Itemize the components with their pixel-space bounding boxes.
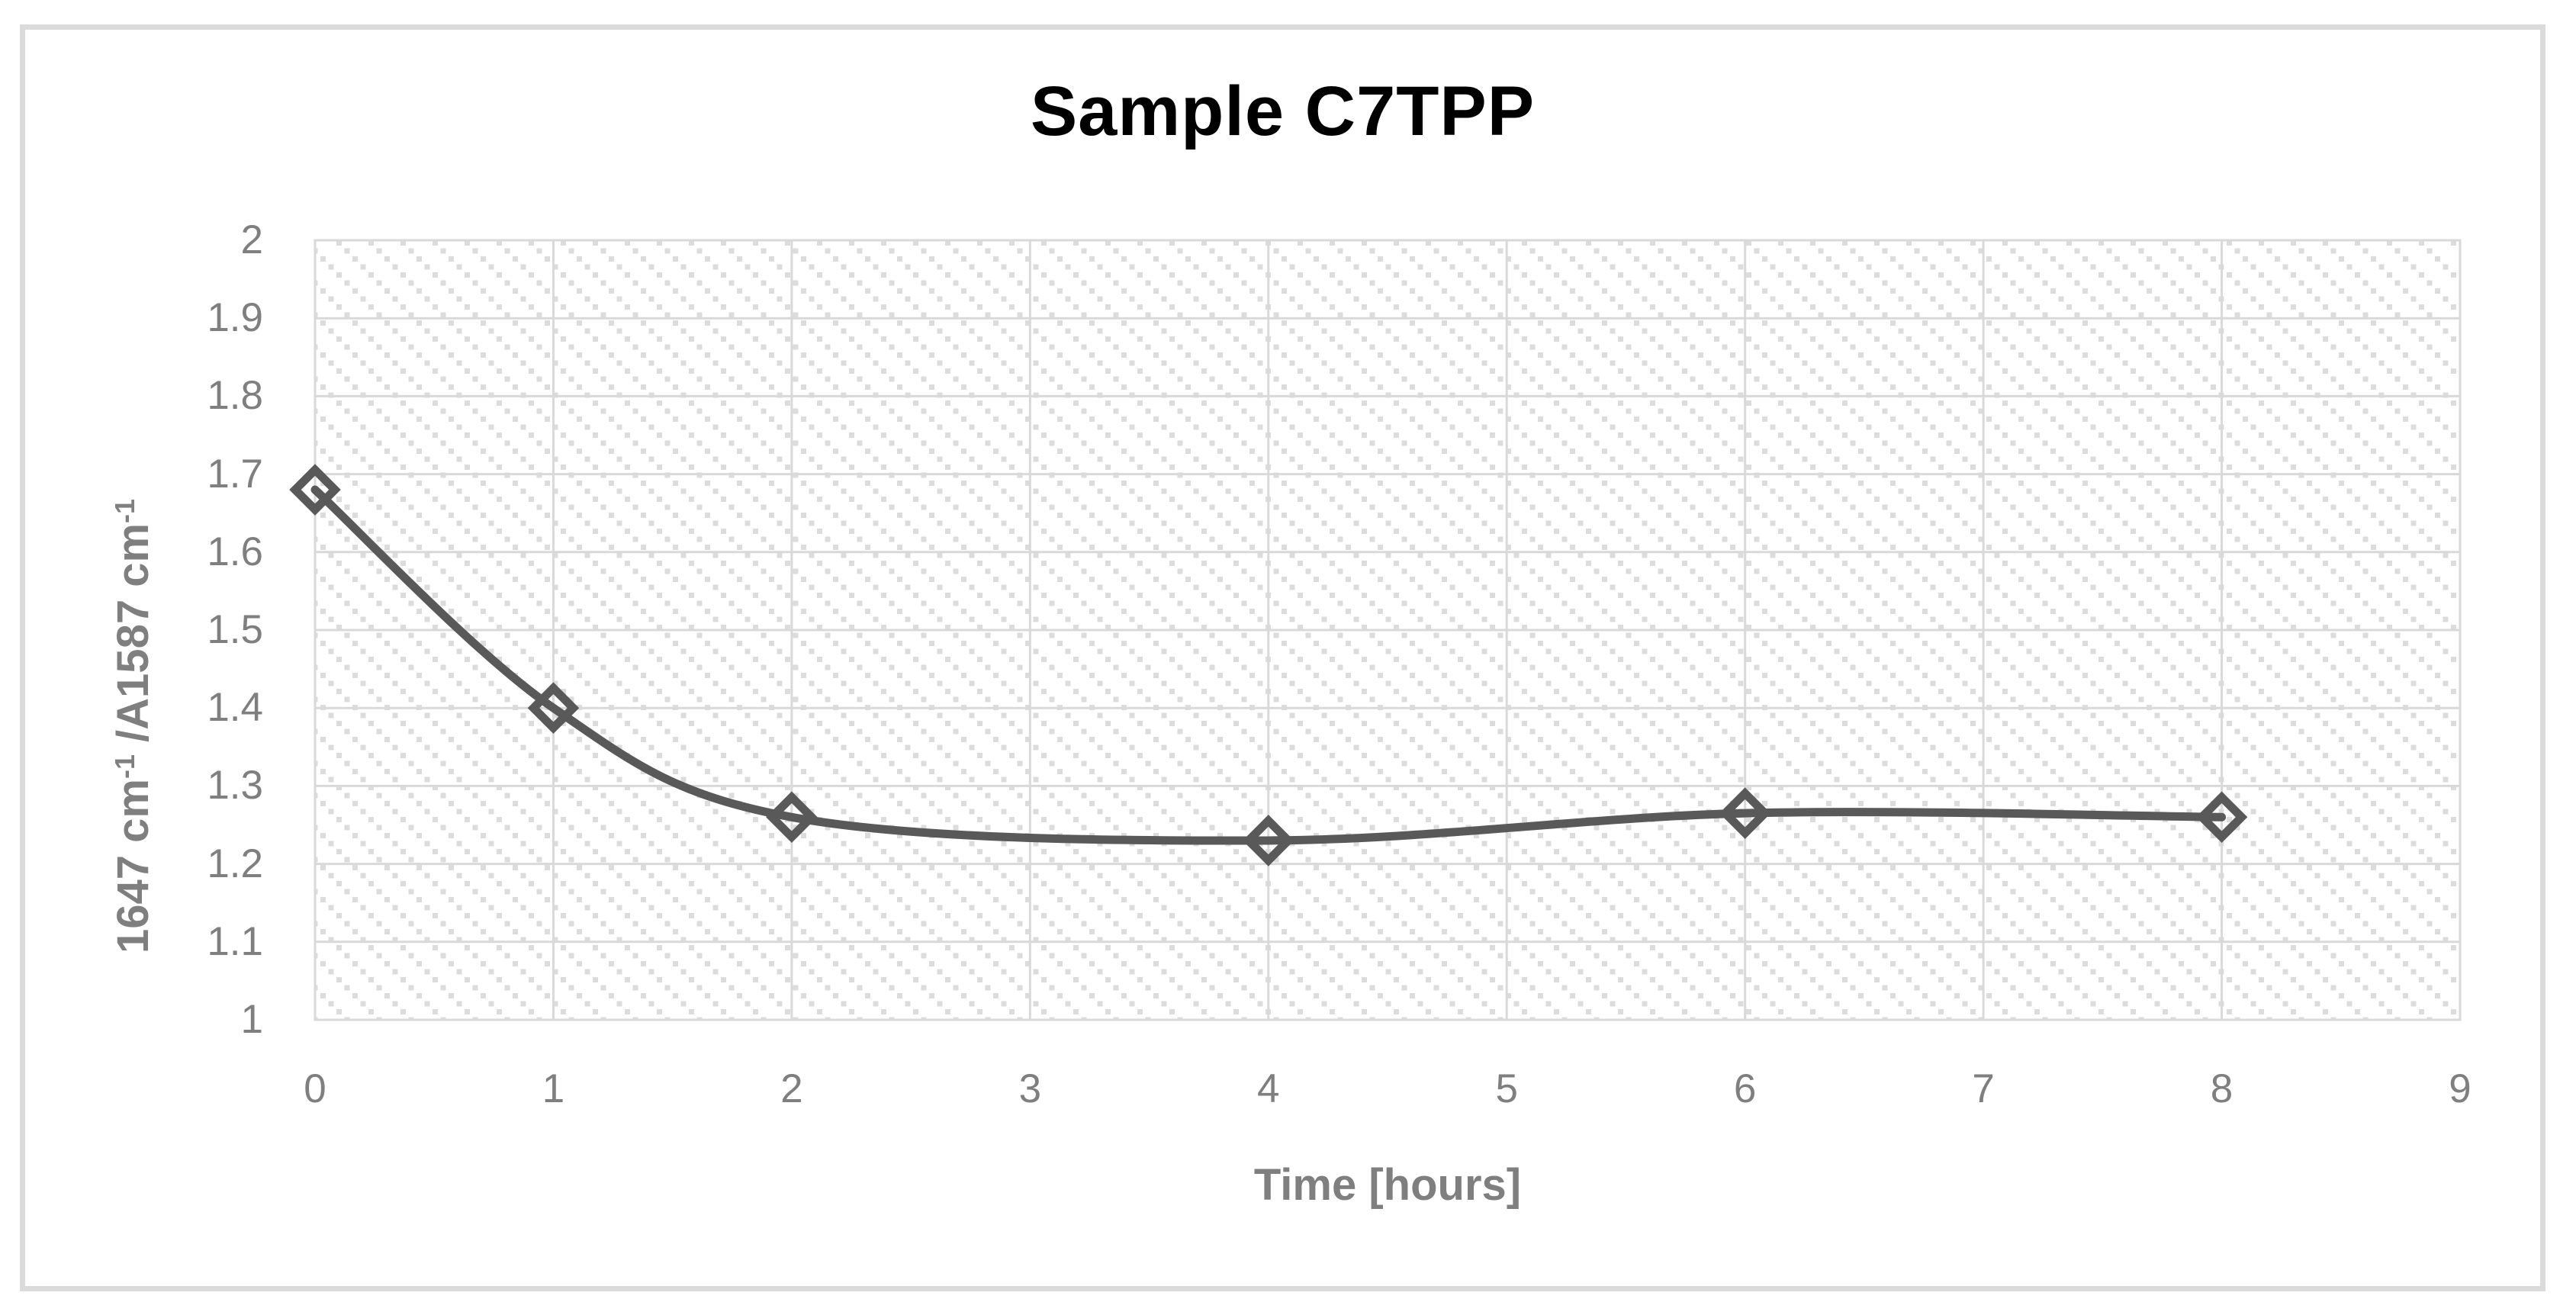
y-tick-label: 2 [240, 217, 263, 262]
x-tick-label: 4 [1257, 1066, 1280, 1111]
x-tick-label: 7 [1972, 1066, 1995, 1111]
y-tick-label: 1.2 [207, 841, 263, 886]
y-tick-label: 1.4 [207, 685, 263, 731]
y-tick-label: 1.1 [207, 918, 263, 964]
y-tick-label: 1.9 [207, 295, 263, 341]
x-axis-title: Time [hours] [1253, 1160, 1522, 1210]
x-tick-label: 3 [1018, 1066, 1042, 1111]
chart-title: Sample C7TPP [1030, 72, 1536, 150]
y-tick-label: 1 [240, 997, 263, 1042]
y-axis-title-superscript: -1 [109, 499, 141, 523]
y-tick-label: 1.7 [207, 451, 263, 497]
y-tick-label: 1.8 [207, 373, 263, 419]
x-tick-label: 0 [304, 1066, 326, 1111]
x-tick-label: 8 [2210, 1066, 2233, 1111]
y-tick-label: 1.5 [207, 607, 263, 652]
y-tick-label: 1.6 [207, 529, 263, 574]
x-tick-label: 9 [2449, 1066, 2471, 1111]
x-tick-label: 6 [1733, 1066, 1757, 1111]
x-tick-label: 5 [1495, 1066, 1518, 1111]
y-tick-label: 1.3 [207, 763, 263, 809]
x-tick-label: 1 [542, 1066, 565, 1111]
x-tick-label: 2 [780, 1066, 803, 1111]
